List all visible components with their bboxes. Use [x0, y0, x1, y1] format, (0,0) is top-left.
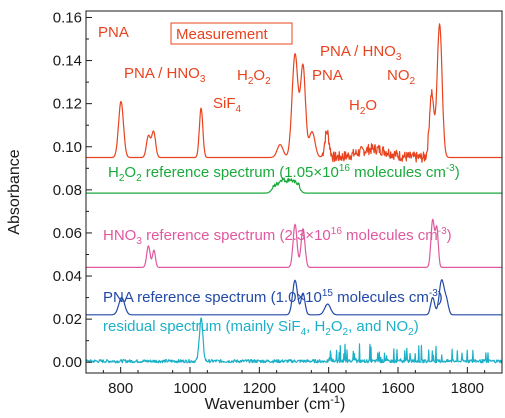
label-residual-a: residual spectrum (mainly SiF	[103, 318, 301, 335]
y-tick-label-0.08: 0.08	[53, 182, 82, 199]
y-tick-label-0.00: 0.00	[53, 354, 82, 371]
label-h2o2-reference: H2O2 reference spectrum (1.05×1016 molec…	[108, 163, 460, 184]
series-line-h2o2	[85, 177, 503, 194]
label-hno3-ref-sub: 3	[136, 236, 142, 247]
y-tick-label-0.06: 0.06	[53, 225, 82, 242]
y-tick-label-0.14: 0.14	[53, 53, 82, 70]
label-residual-sub2: 2	[325, 327, 331, 338]
y-tick-label-0.10: 0.10	[53, 139, 82, 156]
annotation-pna-hno3-left-main: PNA / HNO	[124, 65, 200, 82]
annotation-h2o2-sub2: 2	[265, 76, 271, 87]
measurement-annotations: PNA Measurement PNA / HNO3 SiF4 H2O2 PNA…	[98, 22, 416, 117]
label-residual-sub4: 2	[408, 327, 414, 338]
label-residual-d: , and NO	[348, 318, 408, 335]
annotation-h2o2: H2O2	[237, 67, 271, 87]
annotation-pna-1400: PNA	[312, 67, 343, 84]
series-layer	[85, 23, 503, 364]
annotation-pna-hno3-right-sub: 3	[396, 52, 402, 63]
annotation-sif4-sub: 4	[236, 104, 242, 115]
annotation-sif4-main: SiF	[213, 95, 236, 112]
annotation-pna-hno3-left: PNA / HNO3	[124, 65, 206, 85]
ticks-layer: 800 1000 1200 1400 1600 1800 0.00 0.02 0.04 0.06 0…	[53, 9, 486, 397]
annotation-no2: NO2	[387, 67, 416, 87]
series-line-hno3	[85, 218, 503, 268]
annotation-h2o2-o: O	[253, 67, 265, 84]
series-line-pna	[85, 279, 503, 316]
label-residual: residual spectrum (mainly SiF4, H2O2, an…	[103, 318, 419, 338]
label-pna-ref-sup1: 15	[322, 288, 334, 299]
annotation-measurement: Measurement	[176, 26, 269, 43]
label-hno3-ref-sup2: -3	[438, 226, 447, 237]
label-h2o2-ref-b: O	[124, 164, 136, 181]
label-pna-ref-a: PNA reference spectrum (1.0×10	[103, 289, 322, 306]
annotation-h2o: H2O	[349, 97, 377, 117]
plot-frame	[85, 10, 503, 374]
label-hno3-ref-c: molecules cm	[342, 227, 438, 244]
x-tick-label-1000: 1000	[173, 380, 206, 397]
label-h2o2-ref-sup1: 16	[339, 163, 351, 174]
annotation-h2o-o: O	[365, 97, 377, 114]
label-h2o2-ref-a: H	[108, 164, 119, 181]
annotation-pna-hno3-right-main: PNA / HNO	[320, 43, 396, 60]
label-residual-sub1: 4	[301, 327, 307, 338]
label-residual-sub3: 2	[343, 327, 349, 338]
annotation-h2o2-sub1: 2	[248, 76, 254, 87]
x-axis-title: Wavenumber (cm-1)	[205, 394, 346, 413]
label-hno3-ref-b: reference spectrum (2.3×10	[142, 227, 331, 244]
label-pna-ref-sup2: -3	[429, 288, 438, 299]
annotation-no2-main: NO	[387, 67, 410, 84]
y-tick-label-0.12: 0.12	[53, 96, 82, 113]
x-axis-title-main: Wavenumber (cm	[205, 396, 331, 413]
label-residual-b: , H	[306, 318, 325, 335]
label-hno3-ref-a: HNO	[103, 227, 136, 244]
label-h2o2-ref-e: )	[455, 164, 460, 181]
x-tick-label-1800: 1800	[451, 380, 484, 397]
annotation-no2-sub: 2	[410, 76, 416, 87]
label-h2o2-ref-sub2: 2	[136, 173, 142, 184]
x-axis-title-sup: -1	[330, 394, 340, 406]
annotation-h2o-h: H	[349, 97, 360, 114]
x-tick-label-1200: 1200	[243, 380, 276, 397]
y-axis-title: Absorbance	[6, 149, 23, 234]
annotation-pna-800: PNA	[98, 24, 129, 41]
label-pna-ref-c: )	[438, 289, 443, 306]
x-tick-label-800: 800	[108, 380, 133, 397]
label-residual-e: )	[414, 318, 419, 335]
annotation-h2o2-h: H	[237, 67, 248, 84]
annotation-sif4: SiF4	[213, 95, 242, 115]
label-pna-ref-b: molecules cm	[333, 289, 429, 306]
x-tick-label-1600: 1600	[381, 380, 414, 397]
label-hno3-ref-sup1: 16	[331, 226, 343, 237]
label-hno3-ref-d: )	[447, 227, 452, 244]
y-tick-label-0.04: 0.04	[53, 268, 82, 285]
measurement-label-box	[170, 22, 293, 45]
series-line-residual	[85, 317, 503, 364]
label-h2o2-ref-sub1: 2	[119, 173, 125, 184]
label-hno3-reference: HNO3 reference spectrum (2.3×1016 molecu…	[103, 226, 452, 247]
label-residual-c: O	[331, 318, 343, 335]
y-tick-label-0.02: 0.02	[53, 311, 82, 328]
x-tick-label-1400: 1400	[312, 380, 345, 397]
x-axis-title-close: )	[340, 396, 345, 413]
annotation-h2o-sub: 2	[360, 106, 366, 117]
series-line-measurement	[85, 23, 503, 163]
label-pna-reference: PNA reference spectrum (1.0×1015 molecul…	[103, 288, 443, 306]
label-h2o2-ref-c: reference spectrum (1.05×10	[142, 164, 339, 181]
annotation-pna-hno3-right: PNA / HNO3	[320, 43, 402, 63]
label-h2o2-ref-sup2: -3	[446, 163, 455, 174]
y-tick-label-0.16: 0.16	[53, 9, 82, 26]
annotation-pna-hno3-left-sub: 3	[200, 74, 206, 85]
label-h2o2-ref-d: molecules cm	[350, 164, 446, 181]
